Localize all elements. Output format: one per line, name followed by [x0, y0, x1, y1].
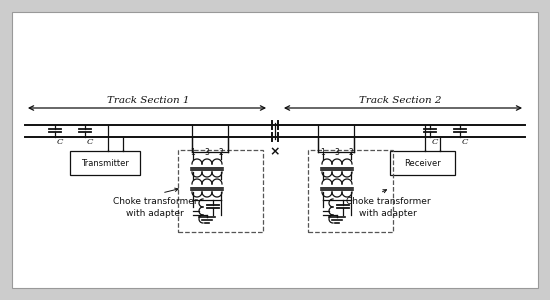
Text: 2: 2	[219, 148, 223, 157]
Text: Transmitter: Transmitter	[81, 158, 129, 167]
Text: C: C	[87, 138, 94, 146]
Bar	[390, 151, 455, 175]
Text: Choke transformer
with adapter: Choke transformer with adapter	[346, 197, 430, 218]
Text: 1: 1	[321, 148, 326, 157]
Bar	[70, 151, 140, 175]
Text: 2: 2	[349, 148, 353, 157]
Text: Receiver: Receiver	[404, 158, 441, 167]
Text: Track Section 1: Track Section 1	[107, 96, 189, 105]
Text: 3: 3	[334, 148, 339, 157]
Text: C: C	[432, 138, 438, 146]
Text: C: C	[462, 138, 469, 146]
Text: ×: ×	[270, 146, 280, 158]
Text: Choke transformer
with adapter: Choke transformer with adapter	[113, 197, 197, 218]
Text: 1: 1	[191, 148, 195, 157]
Text: Track Section 2: Track Section 2	[359, 96, 441, 105]
Bar	[178, 150, 263, 232]
FancyBboxPatch shape	[12, 12, 538, 288]
Bar	[308, 150, 393, 232]
Text: C: C	[57, 138, 63, 146]
Text: 3: 3	[205, 148, 210, 157]
